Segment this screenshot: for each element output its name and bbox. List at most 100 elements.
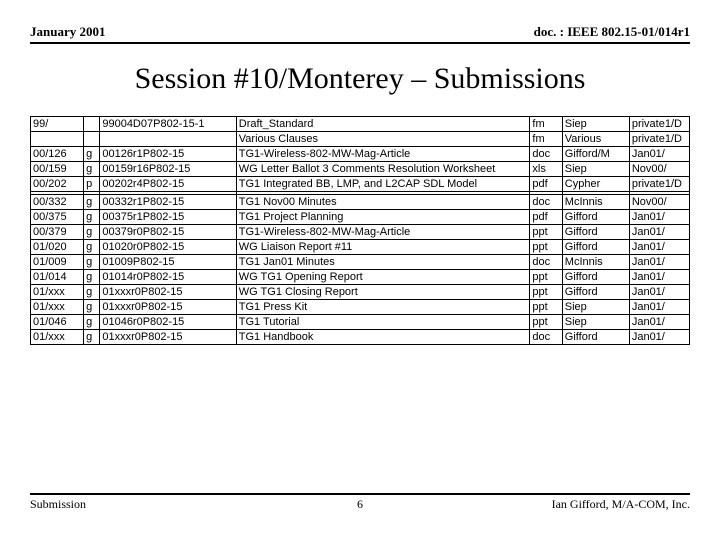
- table-cell: 00/159: [31, 162, 84, 177]
- table-cell: Various: [562, 132, 629, 147]
- table-row: 00/159g00159r16P802-15WG Letter Ballot 3…: [31, 162, 690, 177]
- table-cell: TG1 Tutorial: [236, 315, 530, 330]
- table-cell: Jan01/: [629, 315, 689, 330]
- table-cell: Nov00/: [629, 195, 689, 210]
- table-cell: g: [84, 162, 100, 177]
- submissions-table-wrap: 99/99004D07P802-15-1Draft_StandardfmSiep…: [30, 116, 690, 345]
- table-row: 01/014g01014r0P802-15WG TG1 Opening Repo…: [31, 270, 690, 285]
- table-cell: [31, 132, 84, 147]
- table-cell: Cypher: [562, 177, 629, 192]
- table-cell: doc: [530, 330, 562, 345]
- table-cell: 00379r0P802-15: [100, 225, 236, 240]
- table-row: 01/020g01020r0P802-15WG Liaison Report #…: [31, 240, 690, 255]
- table-cell: doc: [530, 147, 562, 162]
- footer-left: Submission: [30, 497, 86, 512]
- table-cell: ppt: [530, 225, 562, 240]
- table-cell: private1/D: [629, 132, 689, 147]
- table-cell: 01/009: [31, 255, 84, 270]
- table-cell: Gifford: [562, 240, 629, 255]
- table-row: 01/xxxg01xxxr0P802-15WG TG1 Closing Repo…: [31, 285, 690, 300]
- table-cell: p: [84, 177, 100, 192]
- table-cell: WG TG1 Opening Report: [236, 270, 530, 285]
- table-cell: ppt: [530, 315, 562, 330]
- table-row: 00/375g00375r1P802-15TG1 Project Plannin…: [31, 210, 690, 225]
- table-cell: Jan01/: [629, 330, 689, 345]
- table-cell: Jan01/: [629, 255, 689, 270]
- submissions-table: 99/99004D07P802-15-1Draft_StandardfmSiep…: [30, 116, 690, 345]
- table-cell: private1/D: [629, 177, 689, 192]
- table-cell: ppt: [530, 240, 562, 255]
- table-cell: 01009P802-15: [100, 255, 236, 270]
- table-cell: Draft_Standard: [236, 117, 530, 132]
- table-cell: McInnis: [562, 195, 629, 210]
- table-cell: g: [84, 300, 100, 315]
- table-cell: g: [84, 147, 100, 162]
- table-cell: Gifford: [562, 225, 629, 240]
- table-cell: Jan01/: [629, 240, 689, 255]
- table-row: 01/xxxg01xxxr0P802-15TG1 Press KitpptSie…: [31, 300, 690, 315]
- table-cell: TG1-Wireless-802-MW-Mag-Article: [236, 225, 530, 240]
- table-cell: xls: [530, 162, 562, 177]
- footer: Submission 6 Ian Gifford, M/A-COM, Inc.: [30, 493, 690, 512]
- table-cell: TG1 Press Kit: [236, 300, 530, 315]
- table-cell: [84, 132, 100, 147]
- table-row: 01/xxxg01xxxr0P802-15TG1 HandbookdocGiff…: [31, 330, 690, 345]
- table-cell: 00126r1P802-15: [100, 147, 236, 162]
- header-doc-id: doc. : IEEE 802.15-01/014r1: [534, 24, 690, 40]
- footer-author: Ian Gifford, M/A-COM, Inc.: [552, 497, 690, 512]
- table-cell: WG Liaison Report #11: [236, 240, 530, 255]
- table-cell: TG1 Nov00 Minutes: [236, 195, 530, 210]
- table-cell: 00/126: [31, 147, 84, 162]
- table-row: 01/009g01009P802-15TG1 Jan01 MinutesdocM…: [31, 255, 690, 270]
- table-row: 99/99004D07P802-15-1Draft_StandardfmSiep…: [31, 117, 690, 132]
- table-row: 00/379g00379r0P802-15TG1-Wireless-802-MW…: [31, 225, 690, 240]
- table-cell: McInnis: [562, 255, 629, 270]
- table-row: 00/202p00202r4P802-15TG1 Integrated BB, …: [31, 177, 690, 192]
- table-row: Various ClausesfmVariousprivate1/D: [31, 132, 690, 147]
- table-cell: 99/: [31, 117, 84, 132]
- table-cell: ppt: [530, 285, 562, 300]
- table-cell: g: [84, 255, 100, 270]
- table-cell: WG TG1 Closing Report: [236, 285, 530, 300]
- table-cell: doc: [530, 195, 562, 210]
- table-cell: [100, 132, 236, 147]
- table-cell: 01/xxx: [31, 330, 84, 345]
- page-title: Session #10/Monterey – Submissions: [30, 62, 690, 96]
- table-cell: g: [84, 315, 100, 330]
- table-cell: Gifford: [562, 210, 629, 225]
- table-cell: 01/xxx: [31, 300, 84, 315]
- header-date: January 2001: [30, 24, 105, 40]
- table-cell: Nov00/: [629, 162, 689, 177]
- table-cell: 01020r0P802-15: [100, 240, 236, 255]
- table-cell: 01/046: [31, 315, 84, 330]
- table-cell: Jan01/: [629, 147, 689, 162]
- table-cell: 00/332: [31, 195, 84, 210]
- table-cell: Gifford: [562, 330, 629, 345]
- table-cell: doc: [530, 255, 562, 270]
- table-cell: Various Clauses: [236, 132, 530, 147]
- table-cell: pdf: [530, 210, 562, 225]
- table-cell: 01/014: [31, 270, 84, 285]
- table-cell: 01xxxr0P802-15: [100, 300, 236, 315]
- table-cell: fm: [530, 132, 562, 147]
- table-cell: 00/202: [31, 177, 84, 192]
- table-cell: Gifford: [562, 285, 629, 300]
- table-cell: WG Letter Ballot 3 Comments Resolution W…: [236, 162, 530, 177]
- table-cell: TG1 Integrated BB, LMP, and L2CAP SDL Mo…: [236, 177, 530, 192]
- table-cell: Siep: [562, 117, 629, 132]
- table-cell: g: [84, 195, 100, 210]
- table-cell: 01014r0P802-15: [100, 270, 236, 285]
- table-cell: 99004D07P802-15-1: [100, 117, 236, 132]
- table-cell: g: [84, 285, 100, 300]
- table-cell: 01/020: [31, 240, 84, 255]
- table-cell: fm: [530, 117, 562, 132]
- table-cell: Siep: [562, 315, 629, 330]
- page-number: 6: [357, 497, 363, 512]
- header: January 2001 doc. : IEEE 802.15-01/014r1: [30, 24, 690, 44]
- table-cell: TG1 Project Planning: [236, 210, 530, 225]
- table-cell: 01/xxx: [31, 285, 84, 300]
- table-cell: g: [84, 330, 100, 345]
- table-cell: g: [84, 240, 100, 255]
- table-cell: g: [84, 225, 100, 240]
- table-cell: g: [84, 210, 100, 225]
